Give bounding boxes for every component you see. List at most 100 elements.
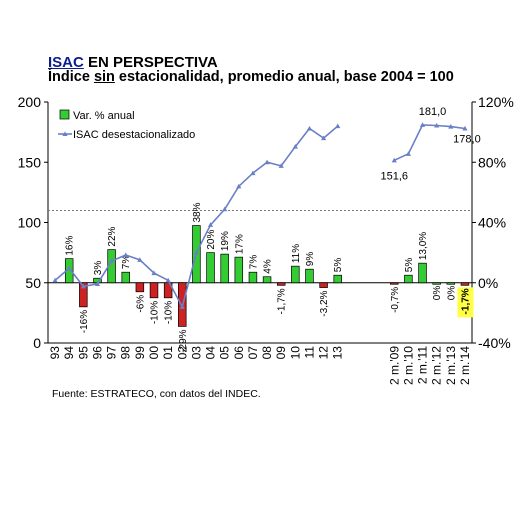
subtitle-underlined: sin <box>93 69 115 85</box>
bar-value-label: 13,0% <box>418 232 429 260</box>
left-tick-label: 50 <box>25 275 41 291</box>
legend-line-label: ISAC desestacionalizado <box>73 129 195 141</box>
bar-value-label: 9% <box>305 252 316 267</box>
legend-bar-label: Var. % anual <box>73 110 135 122</box>
legend-bar-swatch <box>59 109 70 120</box>
isac-point <box>405 151 411 156</box>
isac-point <box>306 125 313 131</box>
x-tick-label: 2 m.'12 <box>430 346 444 385</box>
legend-line-marker <box>62 131 68 136</box>
x-tick-label: 07 <box>246 346 260 360</box>
bar-value-label: -6% <box>135 295 146 313</box>
x-tick-label: 13 <box>331 346 345 360</box>
isac-point <box>278 163 284 168</box>
isac-point <box>419 122 426 127</box>
bar-value-label: 5% <box>404 258 415 273</box>
isac-point <box>434 122 440 128</box>
isac-point <box>292 143 298 149</box>
x-tick-label: 08 <box>260 346 274 360</box>
x-tick-label: 94 <box>62 346 76 360</box>
bar <box>446 282 456 285</box>
right-tick-label: 120% <box>478 94 514 110</box>
isac-point <box>462 125 468 131</box>
bar <box>149 282 159 299</box>
x-tick-label: 2 m.'11 <box>416 346 430 384</box>
isac-point <box>391 157 397 163</box>
x-tick-label: 98 <box>119 346 133 360</box>
bar-value-label: 0% <box>446 286 457 301</box>
bar-value-label: 38% <box>192 202 203 222</box>
bar-value-label: 22% <box>107 226 118 246</box>
bar <box>206 252 215 284</box>
left-tick-label: 100 <box>18 215 42 231</box>
isac-point <box>137 257 143 262</box>
isac-point <box>151 270 157 276</box>
bar-value-label: 3% <box>93 261 104 276</box>
title-rest: EN PERSPECTIVA <box>83 54 218 71</box>
bar <box>291 265 300 284</box>
bar <box>163 282 173 299</box>
bar <box>305 268 314 284</box>
isac-point <box>236 183 242 189</box>
bar <box>220 253 229 284</box>
bar-value-label: 16% <box>65 236 76 256</box>
bar-value-label: 4% <box>263 259 274 274</box>
label-highlight <box>457 287 474 318</box>
bar <box>276 282 286 286</box>
right-tick-label: 0% <box>478 275 498 291</box>
bar <box>333 274 342 284</box>
bar-value-label: -3,2% <box>319 290 330 316</box>
x-tick-label: 99 <box>133 346 147 360</box>
left-tick-label: 200 <box>18 94 42 110</box>
bar <box>248 271 258 284</box>
right-tick-label: 40% <box>478 215 506 231</box>
x-tick-label: 02 <box>175 346 189 360</box>
bar <box>121 271 130 284</box>
bar-value-label: 0% <box>432 286 443 301</box>
x-tick-label: 12 <box>317 346 331 360</box>
bar-value-label: -1,7% <box>460 288 471 314</box>
x-tick-label: 96 <box>90 346 104 360</box>
isac-point <box>52 277 58 283</box>
x-tick-label: 04 <box>204 346 218 360</box>
source-note: Fuente: ESTRATECO, con datos del INDEC. <box>52 388 261 400</box>
title-accent: ISAC <box>48 54 84 71</box>
bar <box>390 282 399 285</box>
bar-value-label: 19% <box>220 231 231 251</box>
left-tick-label: 0 <box>33 335 41 351</box>
bar <box>319 282 328 288</box>
bar <box>79 282 88 308</box>
chart-title: ISAC EN PERSPECTIVA <box>48 54 218 71</box>
x-tick-label: 11 <box>302 346 316 359</box>
bar-value-label: 7% <box>248 255 259 270</box>
x-tick-label: 00 <box>147 346 161 360</box>
isac-line <box>393 124 466 162</box>
right-tick-label: -40% <box>478 335 511 351</box>
isac-point <box>207 222 214 227</box>
isac-point <box>123 252 129 258</box>
right-tick-label: 80% <box>478 154 506 170</box>
isac-point <box>335 123 341 129</box>
isac-point <box>179 304 185 309</box>
x-tick-label: 03 <box>189 346 203 360</box>
bar <box>432 282 441 285</box>
bar <box>460 282 470 286</box>
bar-value-label: -16% <box>79 310 90 333</box>
isac-point <box>94 281 101 286</box>
bar-value-label: -10% <box>164 301 175 324</box>
x-tick-label: 97 <box>105 346 119 360</box>
x-tick-label: 01 <box>161 346 175 360</box>
bar-value-label: -1,7% <box>277 288 288 314</box>
bar-value-label: 7% <box>121 255 132 270</box>
bar <box>135 282 145 293</box>
bar-value-label: -29% <box>178 329 189 352</box>
isac-point <box>448 123 454 129</box>
left-tick-label: 150 <box>18 154 42 170</box>
x-tick-label: 93 <box>48 346 62 360</box>
bar <box>418 262 427 284</box>
bar-value-label: -0,7% <box>390 287 401 313</box>
x-tick-label: 06 <box>232 346 246 360</box>
x-tick-label: 10 <box>288 346 302 360</box>
isac-point <box>321 135 327 141</box>
